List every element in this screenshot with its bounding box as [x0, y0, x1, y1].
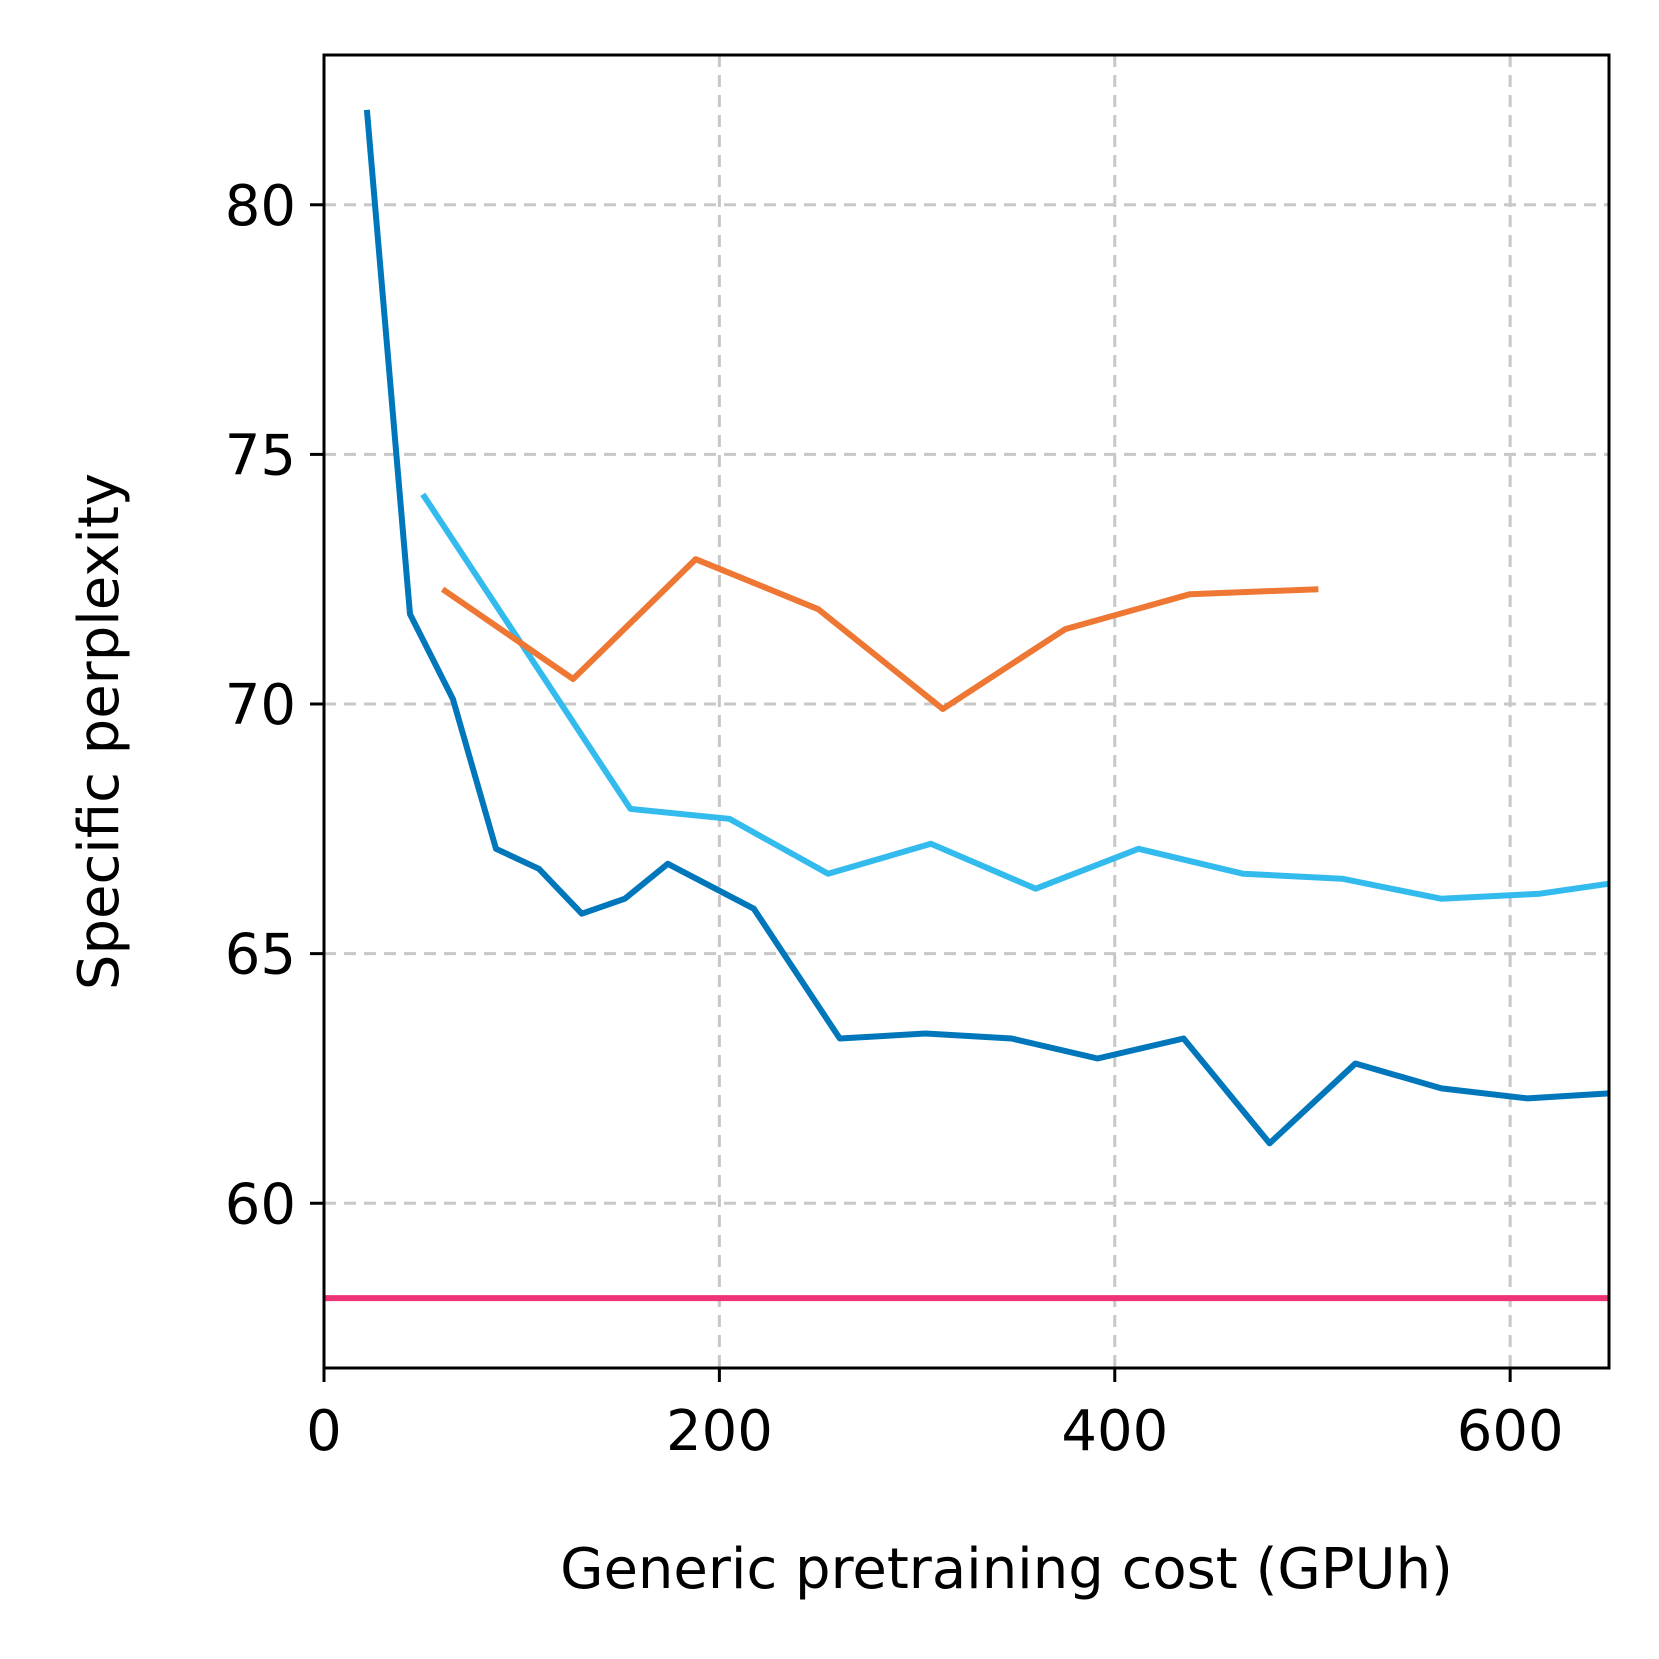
y-tick-label-75: 75 — [225, 423, 296, 488]
y-tick-label-80: 80 — [225, 174, 296, 239]
x-tick-label-200: 200 — [666, 1399, 773, 1464]
series-line-3 — [440, 556, 1319, 712]
series-line-2 — [420, 492, 1610, 902]
grid-layer — [324, 55, 1609, 1368]
x-axis-title: Generic pretraining cost (GPUh) — [560, 1537, 1453, 1602]
series-line-1 — [363, 109, 1610, 1147]
y-tick-label-60: 60 — [225, 1172, 296, 1237]
y-tick-label-70: 70 — [225, 673, 296, 738]
ticks-layer: 0 200 400 600 60 65 70 75 80 — [225, 174, 1564, 1464]
series-layer — [324, 109, 1610, 1302]
y-tick-label-65: 65 — [225, 923, 296, 988]
x-tick-label-600: 600 — [1457, 1399, 1564, 1464]
x-tick-label-400: 400 — [1061, 1399, 1168, 1464]
y-axis-title: Specific perplexity — [67, 473, 132, 990]
plot-frame — [322, 53, 1611, 1370]
x-tick-label-0: 0 — [306, 1399, 342, 1464]
